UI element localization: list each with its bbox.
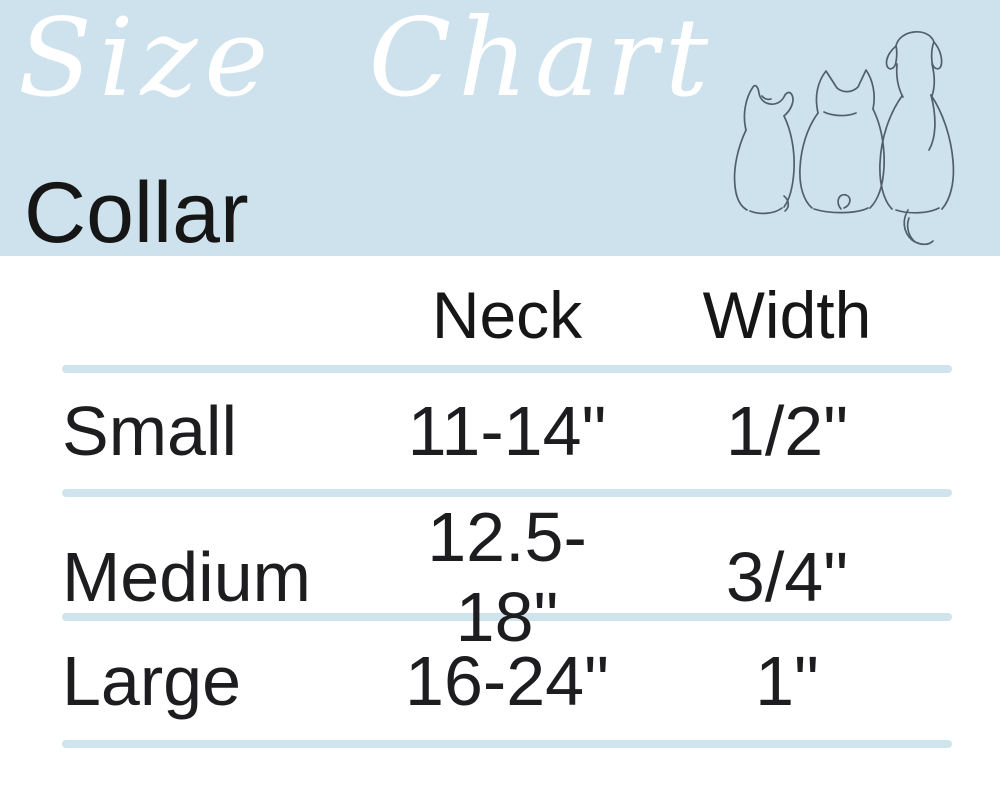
small-dog-icon (733, 84, 795, 215)
row-label: Medium (62, 538, 311, 616)
header-band: Size Chart Collar (0, 0, 1000, 256)
width-value: 3/4" (725, 538, 849, 616)
neck-value: 12.5-18" (427, 498, 587, 656)
width-value: 1/2" (725, 392, 849, 470)
page-subtitle: Collar (24, 165, 249, 261)
column-header-width: Width (702, 278, 872, 352)
column-header-blank (62, 353, 392, 365)
size-table: Neck Width Small 11-14" 1/2" Medium 12.5… (0, 256, 1000, 748)
divider-line (62, 489, 952, 497)
row-label: Large (62, 641, 242, 720)
divider-line (62, 365, 952, 373)
cat-icon (799, 69, 885, 214)
table-row-small: Small 11-14" 1/2" (62, 373, 952, 489)
width-value: 1" (755, 641, 819, 720)
neck-value: 11-14" (407, 392, 607, 470)
large-dog-icon (879, 31, 955, 246)
page-title: Size Chart (18, 0, 716, 121)
divider-line (62, 613, 952, 621)
column-header-neck: Neck (431, 278, 583, 352)
table-row-medium: Medium 12.5-18" 3/4" (62, 497, 952, 656)
pets-illustration-icon (733, 31, 955, 246)
table-row-large: Large 16-24" 1" (62, 621, 952, 740)
row-label: Small (62, 392, 238, 470)
divider-line (62, 740, 952, 748)
neck-value: 16-24" (405, 641, 609, 720)
table-header-row: Neck Width (62, 256, 952, 365)
